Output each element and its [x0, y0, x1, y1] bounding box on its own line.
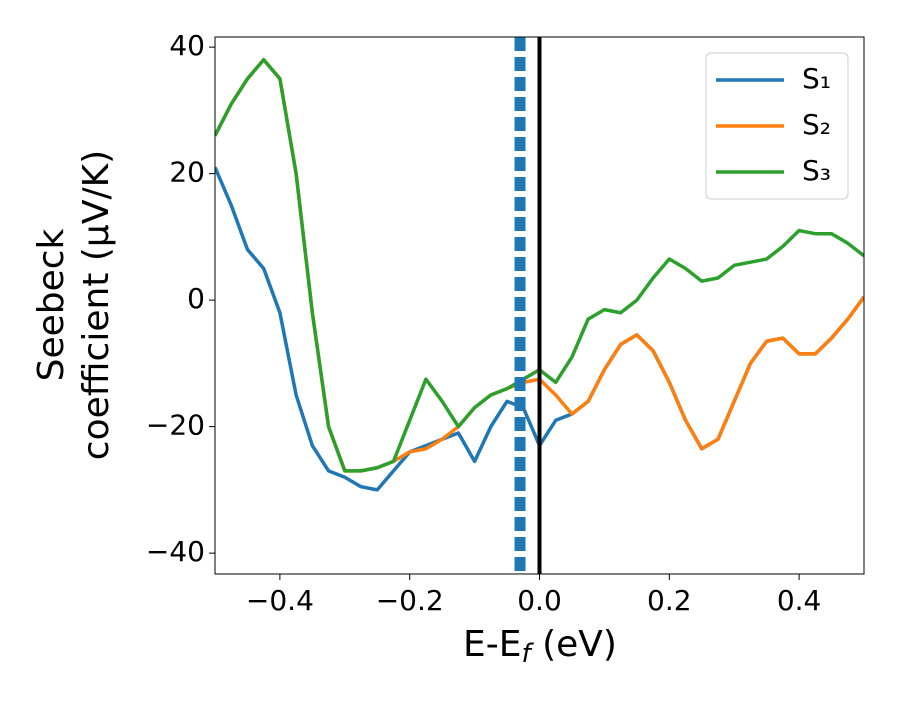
x-tick-label: 0.2	[647, 584, 692, 617]
x-axis-label: E-Ef (eV)	[463, 624, 617, 669]
y-tick-label: −40	[146, 535, 205, 568]
x-tick-label: −0.2	[376, 584, 444, 617]
plot-frame	[214, 36, 865, 575]
x-tick-label: 0.0	[517, 584, 562, 617]
legend-label: S₂	[802, 108, 831, 141]
y-tick-label: 40	[169, 29, 205, 62]
legend: S₁ S₂ S₃	[705, 52, 849, 200]
y-axis-label-line: coefficient (μV/K)	[76, 150, 117, 460]
y-axis-label-line: Seebeck	[31, 228, 72, 381]
legend-label: S₁	[802, 62, 831, 95]
y-axis-label: Seebeck coefficient (μV/K)	[31, 150, 117, 460]
x-tick-label: −0.4	[246, 584, 314, 617]
plot	[215, 37, 864, 574]
legend-label: S₃	[802, 154, 831, 187]
x-tick-label: 0.4	[777, 584, 822, 617]
y-tick-label: 20	[169, 156, 205, 189]
y-tick-label: −20	[146, 409, 205, 442]
y-tick-label: 0	[187, 282, 205, 315]
